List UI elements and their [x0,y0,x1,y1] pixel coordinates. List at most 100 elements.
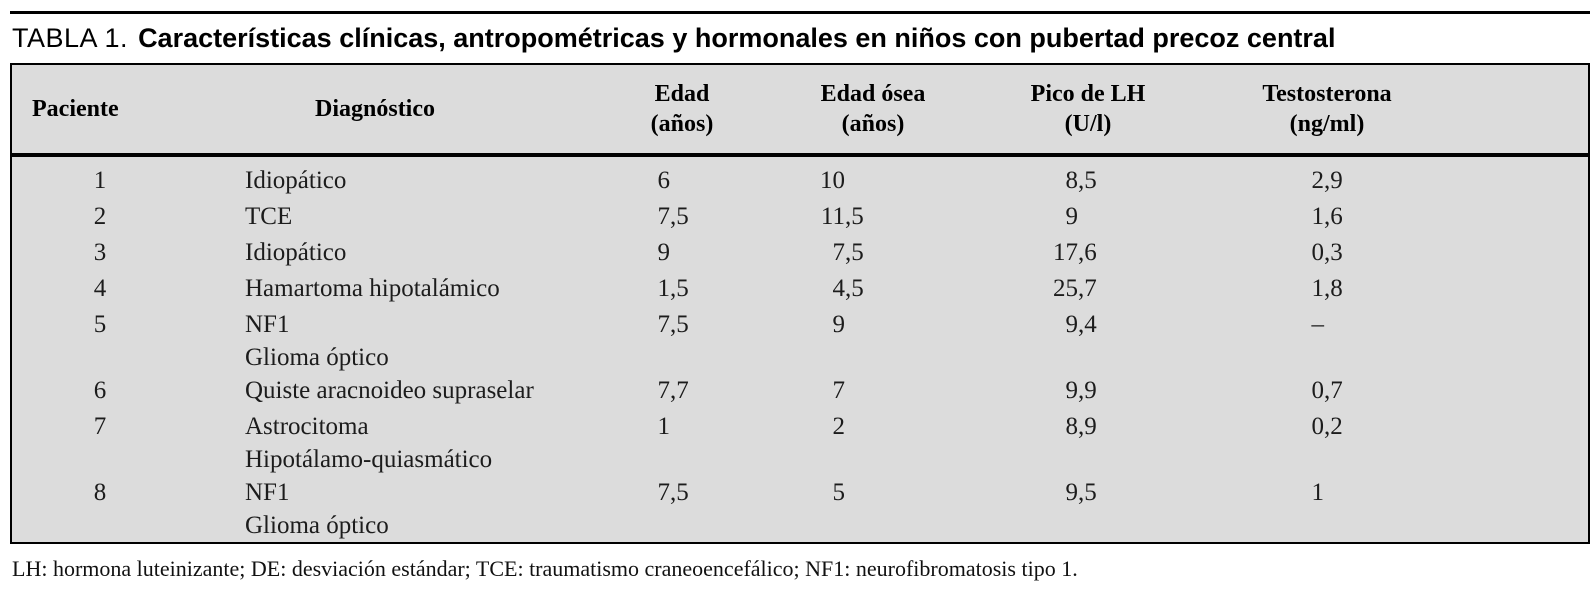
data-table: Paciente Diagnóstico Edad (años) Edad ósea (a… [10,63,1590,544]
value-dec: ,5 [1078,479,1097,506]
diagnosis-cell: Idiopático [245,235,1588,271]
testosterona-value: 0,7 [1264,373,1343,409]
value-int: – [1311,311,1325,338]
edad_osea-value: 4,5 [785,271,864,307]
pico_lh-value: 9 [1018,199,1079,235]
table-row: 1 Idiopático 6 10 8,5 2,9 [12,163,1588,199]
testosterona-value: 1 [1264,475,1325,511]
value-int: 4 [832,275,846,302]
edad_osea-value: 11,5 [785,199,864,235]
table-title-text: Características clínicas, antropométrica… [138,23,1336,53]
value-int: 1 [1311,479,1325,506]
diagnosis-cell: NF1 Glioma óptico [245,307,1588,373]
value-int: 9 [657,239,671,266]
pico_lh-value: 8,9 [1018,409,1097,445]
edad_osea-value: 5 [785,475,846,511]
value-dec: ,5 [845,203,864,230]
column-header-label: Testosterona [1262,81,1392,107]
column-header-label: Paciente [32,96,119,122]
diagnosis-line: NF1 [245,479,290,506]
diagnosis-line: NF1 [245,311,290,338]
value-int: 1 [1311,203,1325,230]
value-dec: ,5 [670,203,689,230]
value-dec: ,5 [845,275,864,302]
table-header-row: Paciente Diagnóstico Edad (años) Edad ósea (a… [12,65,1588,157]
value-dec: ,9 [1324,167,1343,194]
edad-value: 1,5 [610,271,689,307]
column-header-edad: Edad (años) [582,65,782,153]
patient-number: 8 [93,479,107,506]
diagnosis-cell: Hamartoma hipotalámico [245,271,1588,307]
testosterona-value: 1,6 [1264,199,1343,235]
diagnosis-line: Hipotálamo-quiasmático [245,446,493,473]
table-row: 3 Idiopático 9 7,5 17,6 0,3 [12,235,1588,271]
patient-number: 1 [93,167,107,194]
diagnosis-line: Quiste aracnoideo supraselar [245,377,534,404]
diagnosis-line: Glioma óptico [245,512,389,539]
column-header-label: Edad [654,81,710,107]
top-rule [10,11,1590,14]
value-int: 7 [832,239,846,266]
patient-number: 3 [93,239,107,266]
value-int: 25 [1053,275,1078,302]
value-int: 7 [657,377,671,404]
value-dec: ,7 [1324,377,1343,404]
value-int: 2 [1311,167,1325,194]
edad-value: 7,5 [610,475,689,511]
pico_lh-value: 17,6 [1018,235,1097,271]
diagnosis-line: Astrocitoma [245,413,369,440]
value-int: 17 [1053,239,1078,266]
diagnosis-cell: Quiste aracnoideo supraselar [245,373,1588,409]
value-dec: ,9 [1078,413,1097,440]
diagnosis-line: Hamartoma hipotalámico [245,275,500,302]
footnote: LH: hormona luteinizante; DE: desviación… [12,556,1078,581]
edad_osea-value: 2 [785,409,846,445]
value-int: 8 [1065,413,1079,440]
column-header-diagnostico: Diagnóstico [225,65,525,153]
value-int: 5 [832,479,846,506]
testosterona-value: – [1264,307,1325,343]
value-dec: ,7 [1078,275,1097,302]
diagnosis-cell: Idiopático [245,163,1588,199]
value-int: 1 [1311,275,1325,302]
table-row: 5 NF1 Glioma óptico 7,5 9 9,4– [12,307,1588,373]
value-dec: ,7 [670,377,689,404]
edad-value: 7,5 [610,307,689,343]
value-int: 8 [1065,167,1079,194]
column-header-testosterona: Testosterona (ng/ml) [1177,65,1477,153]
value-int: 7 [657,203,671,230]
column-header-label: Edad ósea [820,81,926,107]
value-int: 9 [832,311,846,338]
value-int: 10 [820,167,845,194]
pico_lh-value: 25,7 [1018,271,1097,307]
edad_osea-value: 10 [785,163,845,199]
diagnosis-cell: Astrocitoma Hipotálamo-quiasmático [245,409,1588,475]
value-int: 7 [657,311,671,338]
value-int: 11 [820,203,845,230]
value-dec: ,8 [1324,275,1343,302]
value-int: 2 [832,413,846,440]
table-title-label: TABLA 1. [12,23,129,53]
testosterona-value: 0,2 [1264,409,1343,445]
value-dec: ,6 [1078,239,1097,266]
edad-value: 6 [610,163,671,199]
column-header-label: Pico de LH [1030,81,1146,107]
value-dec: ,6 [1324,203,1343,230]
diagnosis-line: Idiopático [245,167,347,194]
value-dec: ,5 [670,479,689,506]
value-int: 0 [1311,239,1325,266]
column-header-label: Diagnóstico [315,96,435,122]
edad_osea-value: 7 [785,373,846,409]
value-dec: ,5 [670,275,689,302]
column-header-pico_lh: Pico de LH (U/l) [988,65,1188,153]
pico_lh-value: 9,4 [1018,307,1097,343]
value-int: 7 [657,479,671,506]
column-header-sublabel: (años) [650,111,714,137]
testosterona-value: 2,9 [1264,163,1343,199]
value-int: 0 [1311,377,1325,404]
patient-number: 2 [93,203,107,230]
diagnosis-cell: NF1 Glioma óptico [245,475,1588,541]
diagnosis-line: Idiopático [245,239,347,266]
diagnosis-line: TCE [245,203,293,230]
